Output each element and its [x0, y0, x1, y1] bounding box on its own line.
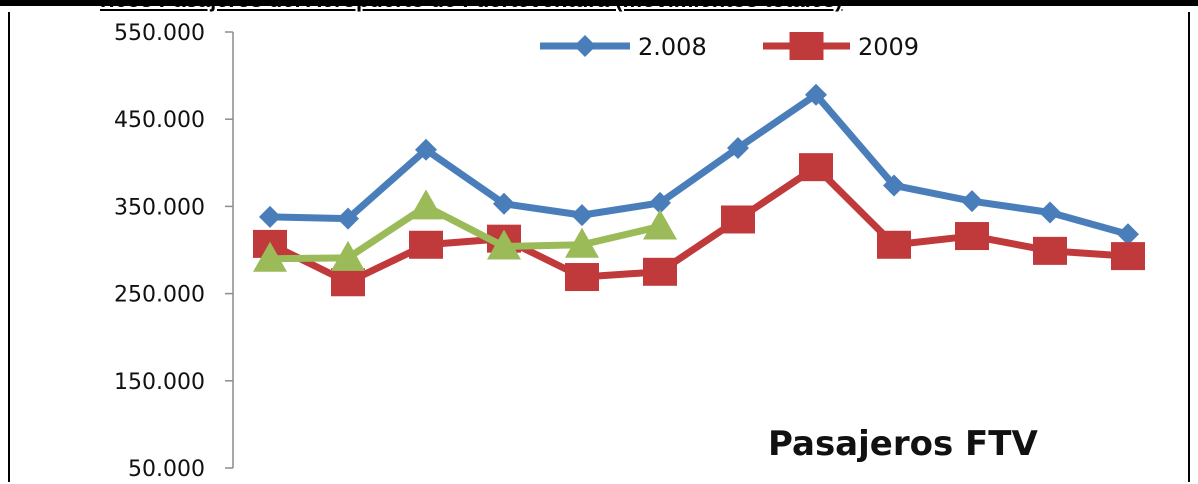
series-2: [253, 153, 1145, 297]
y-tick-label: 250.000: [114, 283, 205, 308]
legend-label: 2009: [858, 33, 919, 61]
legend-marker: [789, 32, 824, 60]
data-point: [955, 222, 989, 251]
data-point: [799, 153, 833, 182]
data-point: [1033, 236, 1067, 265]
series-line: [266, 91, 1132, 238]
legend-marker: [574, 35, 596, 57]
data-point: [721, 205, 755, 234]
y-tick-label: 50.000: [128, 457, 205, 482]
y-tick-label: 550.000: [114, 21, 205, 46]
data-point: [961, 190, 983, 213]
y-tick-label: 350.000: [114, 195, 205, 220]
data-point: [1039, 201, 1061, 224]
series-layer: [253, 83, 1145, 297]
chart-frame: [8, 12, 1190, 482]
y-tick-label: 150.000: [114, 370, 205, 395]
data-point: [331, 268, 365, 297]
top-strip: ricos Pasajeros del Aeropuerto de Fuerte…: [0, 0, 1198, 18]
legend-entry: 2009: [763, 32, 919, 61]
data-point: [643, 209, 677, 240]
data-point: [571, 204, 593, 227]
data-point: [643, 257, 677, 286]
y-tick-label: 450.000: [114, 108, 205, 133]
chart-title: Pasajeros FTV: [768, 424, 1038, 464]
data-point: [415, 138, 437, 161]
data-point: [565, 227, 599, 258]
data-point: [331, 240, 365, 271]
top-border: [0, 0, 1198, 6]
data-point: [409, 189, 443, 220]
data-point: [493, 192, 515, 215]
legend-entry: 2.008: [540, 33, 707, 61]
axis-layer: 550.000 450.000 350.000 250.000 150.000 50.00…: [114, 21, 234, 482]
data-point: [409, 230, 443, 259]
data-point: [649, 191, 671, 214]
series-3: [253, 189, 677, 272]
data-point: [727, 136, 749, 159]
series-line: [266, 202, 664, 263]
legend-label: 2.008: [638, 33, 707, 61]
data-point: [565, 263, 599, 292]
figure-caption: ricos Pasajeros del Aeropuerto de Fuerte…: [100, 0, 843, 13]
data-point: [805, 83, 827, 106]
data-point: [877, 230, 911, 259]
data-point: [487, 229, 521, 260]
data-point: [1117, 223, 1139, 246]
data-point: [1111, 242, 1145, 271]
legend: 2.008 2009: [540, 32, 919, 61]
series-1: [259, 83, 1139, 246]
data-point: [253, 241, 287, 272]
data-point: [337, 207, 359, 230]
data-point: [259, 205, 281, 228]
data-point: [883, 174, 905, 197]
